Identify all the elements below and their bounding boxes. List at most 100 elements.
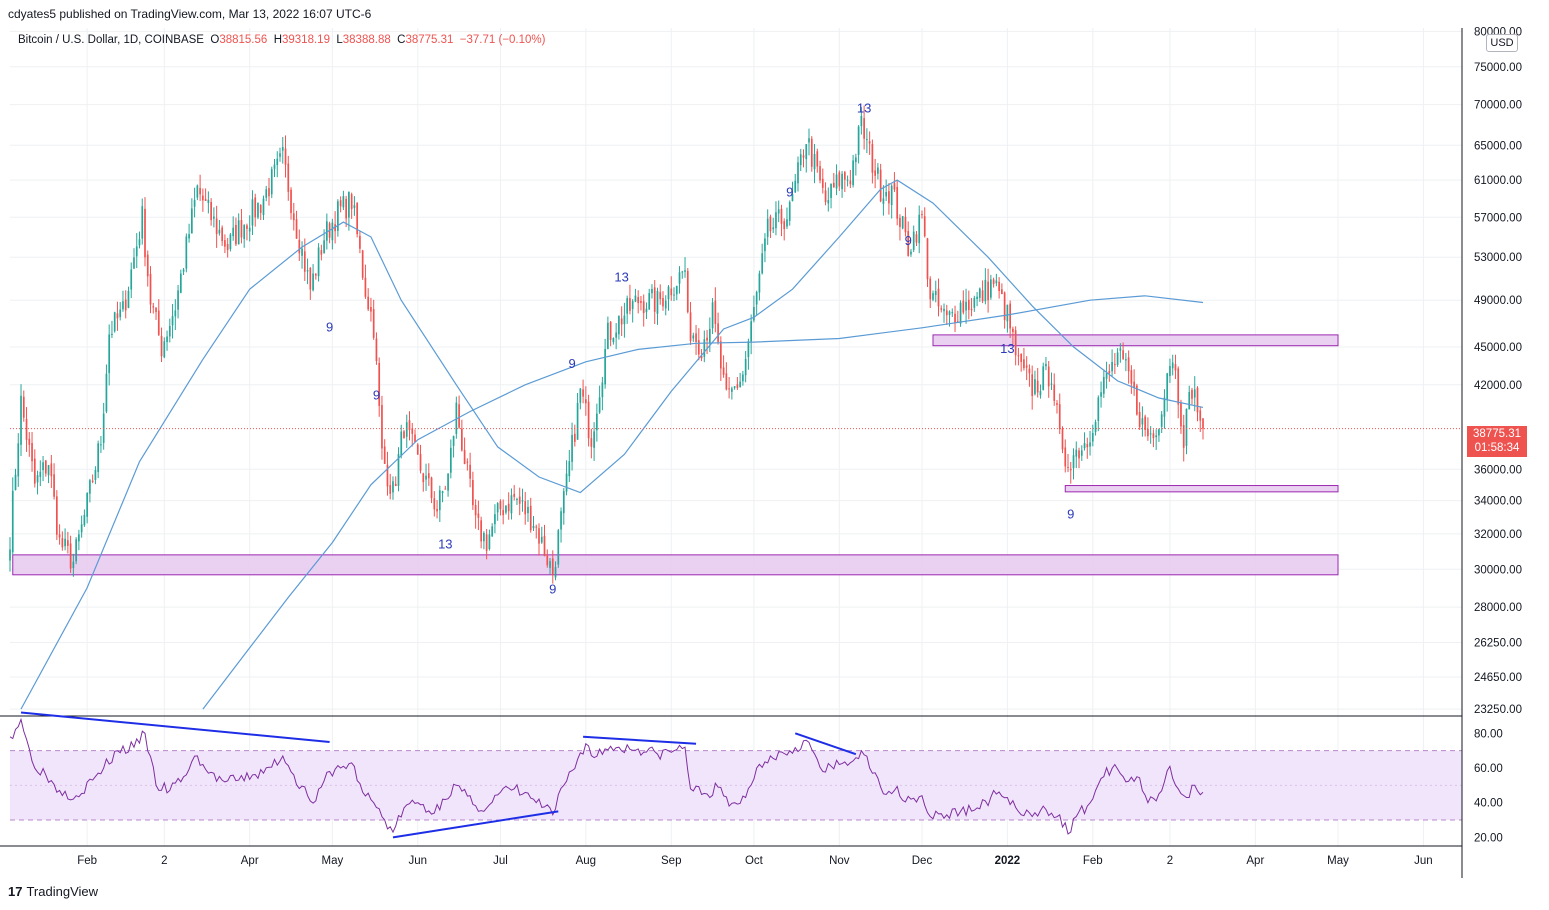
candle-body: [130, 269, 133, 290]
candle-body: [546, 554, 549, 566]
candle-body: [342, 196, 345, 208]
candle-body: [970, 309, 973, 311]
candle-body: [929, 278, 932, 300]
candle-body: [615, 332, 618, 338]
candle-body: [1185, 408, 1188, 446]
candle-body: [370, 307, 372, 312]
candle-body: [631, 301, 634, 309]
candle-body: [1091, 432, 1094, 442]
td-sequential-labels: 9 9 13 9 9 13 9 13 9 13 9: [326, 101, 1074, 597]
candle-body: [1171, 362, 1174, 369]
candle-body: [320, 250, 323, 255]
candle-body: [141, 206, 144, 239]
candle-body: [160, 335, 163, 357]
candle-body: [218, 229, 221, 234]
candle-body: [157, 310, 160, 335]
candle-body: [72, 561, 75, 569]
candle-body: [174, 310, 177, 317]
candle-body: [53, 474, 55, 497]
candle-body: [538, 528, 540, 544]
candle-body: [364, 277, 367, 297]
rsi-pane: [0, 711, 1462, 839]
td-count-label: 9: [905, 233, 912, 248]
candle-body: [405, 422, 408, 437]
candle-body: [769, 216, 772, 232]
tradingview-footer[interactable]: 17 TradingView: [8, 884, 98, 899]
candle-body: [1113, 364, 1116, 366]
candle-body: [20, 395, 22, 445]
candle-body: [237, 220, 240, 245]
rsi-trendline: [794, 732, 857, 756]
price-zone: [12, 554, 1339, 576]
candle-body: [780, 208, 783, 224]
candle-body: [210, 202, 212, 221]
candle-body: [551, 558, 554, 575]
candle-body: [42, 462, 44, 471]
candle-body: [268, 188, 270, 197]
x-tick-label: Aug: [576, 855, 596, 867]
candle-body: [786, 219, 788, 227]
candle-body: [91, 480, 94, 482]
candle-body: [562, 491, 565, 514]
candle-body: [1069, 468, 1072, 471]
candle-body: [337, 201, 339, 231]
candle-body: [262, 198, 265, 215]
candle-body: [984, 279, 987, 302]
candle-body: [433, 498, 436, 510]
candle-body: [618, 316, 620, 335]
candle-body: [846, 179, 849, 181]
candle-body: [518, 496, 521, 504]
candle-body: [36, 475, 39, 483]
candle-body: [133, 257, 135, 269]
candle-body: [1182, 425, 1185, 448]
candle-body: [28, 438, 31, 445]
candle-body: [857, 126, 860, 155]
candle-body: [901, 216, 904, 229]
td-count-label: 13: [1000, 341, 1014, 356]
candle-body: [620, 318, 623, 325]
candle-body: [731, 388, 733, 392]
moving-average-lines: [20, 179, 1204, 710]
y-tick-label: 75000.00: [1474, 62, 1522, 74]
candle-body: [1136, 385, 1138, 415]
candle-body: [948, 311, 951, 315]
candle-body: [31, 443, 33, 462]
candle-body: [697, 340, 700, 355]
candle-body: [287, 163, 290, 192]
candle-body: [637, 297, 640, 304]
candle-body: [284, 148, 287, 165]
candle-body: [1147, 429, 1149, 437]
candle-body: [788, 202, 791, 221]
candle-body: [411, 428, 414, 434]
candle-body: [427, 473, 430, 479]
candle-body: [276, 158, 279, 166]
currency-selector[interactable]: USD: [1486, 34, 1518, 52]
candle-body: [469, 464, 471, 479]
candle-body: [860, 115, 863, 127]
candle-body: [381, 405, 383, 449]
candle-body: [221, 227, 224, 242]
candle-body: [312, 273, 314, 291]
candle-body: [744, 358, 747, 376]
candle-body: [879, 169, 882, 202]
candle-body: [11, 490, 14, 553]
candle-body: [1116, 352, 1119, 365]
candle-body: [50, 463, 53, 477]
candle-body: [976, 296, 978, 300]
candle-body: [361, 250, 364, 278]
candle-body: [1160, 414, 1163, 427]
candle-body: [235, 224, 237, 245]
candle-body: [664, 300, 667, 309]
candle-body: [681, 271, 684, 273]
last-price-badge: 38775.31 01:58:34: [1467, 426, 1527, 457]
candle-body: [259, 204, 262, 213]
candle-body: [554, 567, 557, 578]
candle-body: [177, 290, 179, 310]
candle-body: [1100, 392, 1102, 397]
candle-body: [764, 238, 766, 252]
rsi-tick-label: 40.00: [1474, 798, 1503, 810]
candle-body: [706, 337, 708, 341]
candle-body: [229, 234, 232, 250]
candle-body: [458, 404, 460, 428]
